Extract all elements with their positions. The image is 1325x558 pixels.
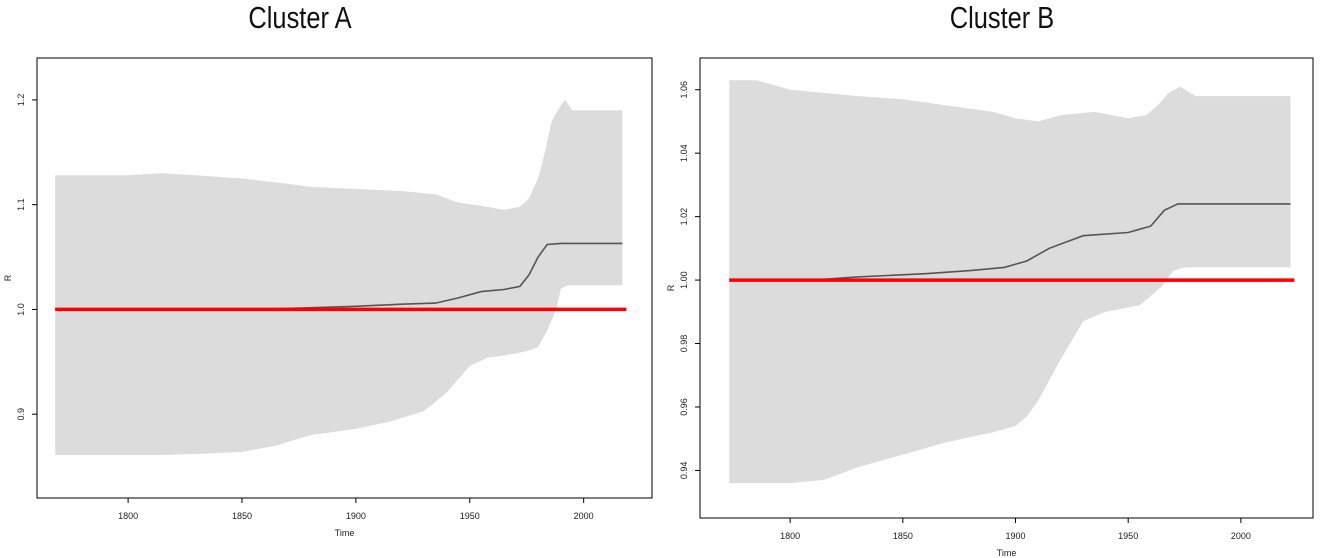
x-tick-label: 2000 — [574, 511, 594, 521]
x-tick-label: 2000 — [1231, 531, 1251, 541]
x-axis-label: Time — [997, 548, 1017, 558]
plot-frame — [36, 57, 653, 499]
chart-panel-1: 1800 1850 1900 1950 2000 0.94 0.96 0.98 1.00 1.02… — [666, 57, 1314, 558]
y-tick-label: 1.1 — [16, 198, 26, 211]
median-line-series-0 — [729, 203, 1291, 281]
x-tick-label: 1900 — [346, 511, 366, 521]
chart-title-cluster-a: Cluster A — [248, 0, 352, 35]
x-tick-label: 1850 — [893, 531, 913, 541]
y-tick-label: 1.2 — [16, 94, 26, 107]
x-tick-label: 1950 — [460, 511, 480, 521]
y-tick-label: 0.98 — [679, 335, 689, 353]
credible-interval-band — [55, 99, 623, 456]
y-axis-label: R — [666, 284, 676, 291]
y-tick-label: 1.0 — [16, 303, 26, 316]
y-tick-label: 1.00 — [679, 271, 689, 289]
y-tick-label: 0.94 — [679, 462, 689, 480]
plot-frame — [699, 57, 1314, 519]
x-tick-label: 1800 — [780, 531, 800, 541]
y-tick-label: 0.96 — [679, 398, 689, 416]
y-tick-label: 1.04 — [679, 144, 689, 162]
y-tick-label: 1.06 — [679, 81, 689, 99]
chart-panel-0: 1800 1850 1900 1950 2000 0.9 1.0 1.1 1.2 Time R — [3, 57, 653, 538]
y-tick-label: 0.9 — [16, 408, 26, 421]
y-axis-label: R — [3, 274, 13, 281]
x-tick-label: 1850 — [232, 511, 252, 521]
x-tick-label: 1900 — [1005, 531, 1025, 541]
x-tick-label: 1950 — [1118, 531, 1138, 541]
x-axis-label: Time — [335, 528, 355, 538]
y-tick-label: 1.02 — [679, 208, 689, 226]
x-tick-label: 1800 — [118, 511, 138, 521]
chart-title-cluster-b: Cluster B — [949, 0, 1055, 35]
